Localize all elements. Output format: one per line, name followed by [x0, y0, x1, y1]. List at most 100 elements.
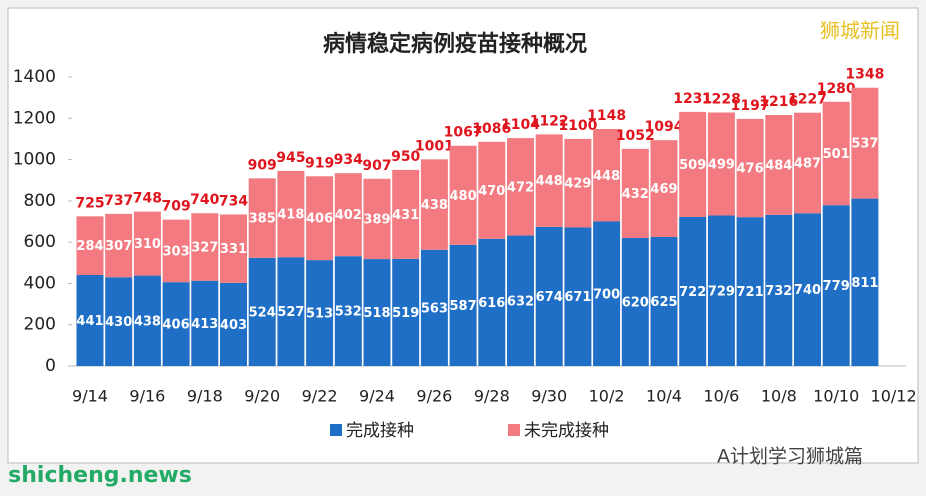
- bar-segment: [220, 214, 247, 283]
- total-label: 945: [276, 150, 305, 166]
- bar-segment: [306, 176, 334, 261]
- x-tick-label: 10/8: [761, 387, 797, 406]
- bar-segment: [736, 118, 764, 218]
- bar-segment: [564, 227, 592, 366]
- value-label: 632: [507, 294, 534, 309]
- value-label: 470: [478, 184, 505, 199]
- value-label: 519: [392, 306, 419, 321]
- value-label: 284: [76, 239, 103, 254]
- value-label: 527: [277, 305, 304, 320]
- value-label: 418: [277, 208, 304, 223]
- bar-segment: [363, 259, 391, 366]
- value-label: 509: [679, 158, 706, 173]
- bar-segment: [621, 238, 649, 366]
- total-label: 1231: [673, 91, 712, 107]
- bar-segment: [707, 112, 735, 216]
- bar-segment: [593, 129, 621, 222]
- chart-title: 病情稳定病例疫苗接种概况: [323, 31, 587, 57]
- total-label: 1122: [530, 113, 569, 129]
- x-tick-label: 9/22: [302, 387, 338, 406]
- x-tick-label: 10/4: [646, 387, 682, 406]
- bar-segment: [133, 275, 161, 366]
- value-label: 729: [708, 284, 735, 299]
- total-label: 1100: [558, 118, 597, 134]
- x-tick-label: 9/26: [416, 387, 452, 406]
- bar-segment: [707, 215, 735, 366]
- value-label: 413: [191, 317, 218, 332]
- value-label: 389: [363, 212, 390, 227]
- value-label: 406: [163, 318, 190, 333]
- bar-segment: [76, 274, 104, 366]
- bar-segment: [822, 101, 850, 206]
- bar-segment: [679, 111, 707, 217]
- bar-segment: [220, 282, 247, 366]
- bar-segment: [392, 258, 420, 366]
- value-label: 385: [249, 212, 276, 227]
- x-tick-label: 9/16: [129, 387, 165, 406]
- y-tick-label: 200: [24, 315, 56, 335]
- bar-segment: [248, 178, 276, 258]
- value-label: 563: [421, 301, 448, 316]
- bar-segment: [794, 112, 821, 214]
- bar-segment: [535, 226, 563, 366]
- value-label: 722: [679, 285, 706, 300]
- y-tick-label: 800: [24, 191, 56, 211]
- total-label: 1104: [501, 117, 540, 133]
- value-label: 484: [765, 158, 792, 173]
- y-tick-label: 600: [24, 232, 56, 252]
- x-tick-label: 9/14: [72, 387, 108, 406]
- bar-segment: [76, 216, 104, 275]
- x-tick-label: 10/12: [871, 387, 917, 406]
- total-label: 909: [248, 157, 277, 173]
- total-label: 1052: [616, 128, 655, 144]
- bar-segment: [765, 214, 793, 366]
- value-label: 587: [450, 299, 477, 314]
- bar-segment: [478, 141, 506, 239]
- bar-segment: [535, 134, 563, 227]
- total-label: 1067: [444, 125, 483, 141]
- legend-swatch: [508, 424, 520, 436]
- x-tick-label: 9/28: [474, 387, 510, 406]
- x-tick-label: 9/30: [531, 387, 567, 406]
- value-label: 501: [823, 147, 850, 162]
- y-tick-label: 400: [24, 273, 56, 293]
- total-label: 950: [391, 149, 420, 165]
- total-label: 1280: [817, 81, 856, 97]
- total-label: 740: [190, 192, 219, 208]
- value-label: 513: [306, 307, 333, 322]
- bar-segment: [736, 217, 764, 366]
- total-label: 1216: [759, 94, 798, 110]
- value-label: 625: [650, 295, 677, 310]
- bar-segment: [105, 213, 133, 278]
- bar-segment: [334, 173, 362, 257]
- value-label: 402: [335, 208, 362, 223]
- bar-segment: [277, 257, 305, 366]
- bar-segment: [478, 238, 506, 366]
- x-tick-label: 10/6: [703, 387, 739, 406]
- value-label: 616: [478, 296, 505, 311]
- total-label: 1228: [702, 92, 741, 108]
- watermark: 狮城新闻: [820, 19, 900, 43]
- total-label: 709: [161, 199, 190, 215]
- bar-segment: [851, 198, 879, 366]
- bar-segment: [507, 235, 534, 366]
- value-label: 403: [220, 318, 247, 333]
- bar-segment: [650, 236, 678, 366]
- bar-segment: [105, 277, 133, 366]
- bar-segment: [162, 219, 190, 283]
- value-label: 811: [851, 276, 878, 291]
- value-label: 532: [335, 305, 362, 320]
- value-label: 499: [708, 158, 735, 173]
- value-label: 779: [823, 279, 850, 294]
- legend-swatch: [330, 424, 342, 436]
- x-tick-label: 9/18: [187, 387, 223, 406]
- value-label: 307: [105, 239, 132, 254]
- value-label: 480: [450, 189, 477, 204]
- bar-segment: [133, 211, 161, 276]
- value-label: 331: [220, 242, 247, 257]
- value-label: 469: [650, 182, 677, 197]
- bar-segment: [679, 216, 707, 366]
- bar-segment: [420, 159, 448, 250]
- total-label: 1227: [788, 92, 827, 108]
